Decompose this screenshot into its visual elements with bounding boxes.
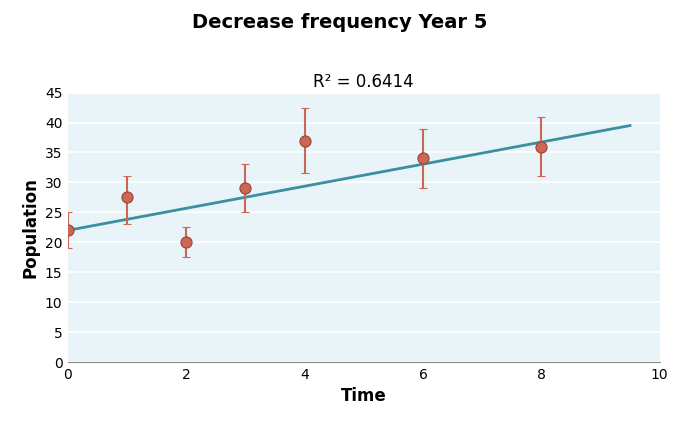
Y-axis label: Population: Population [21, 177, 39, 278]
X-axis label: Time: Time [341, 387, 387, 405]
Text: Decrease frequency Year 5: Decrease frequency Year 5 [192, 13, 488, 32]
Title: R² = 0.6414: R² = 0.6414 [313, 73, 414, 91]
